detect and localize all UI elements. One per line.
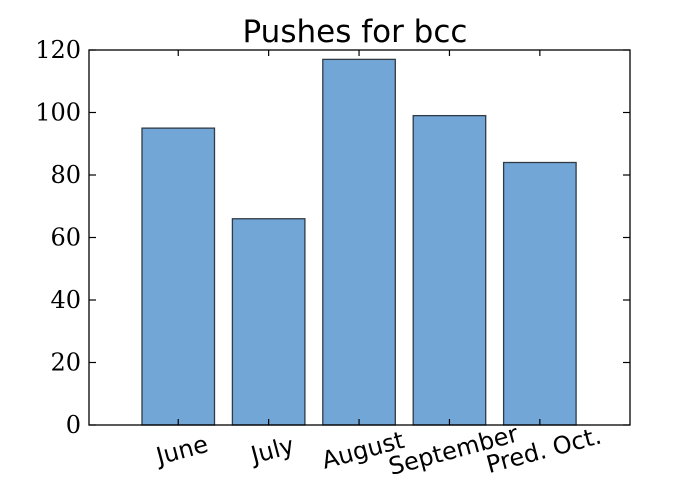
y-tick-label: 120: [35, 36, 81, 64]
bar-july: [231, 218, 306, 426]
axes-frame: [88, 49, 631, 426]
y-tick-label: 20: [50, 349, 81, 377]
y-tick-label: 60: [50, 224, 81, 252]
bar-june: [141, 127, 216, 426]
bar-august: [322, 58, 396, 426]
y-tick-label: 40: [50, 286, 81, 314]
y-tick-label: 100: [35, 99, 81, 127]
bar-pred-oct: [502, 161, 577, 426]
chart-title: Pushes for bcc: [243, 14, 468, 50]
y-tick-label: 0: [66, 411, 81, 439]
bars-group: [141, 58, 577, 426]
x-tick-label: June: [151, 430, 211, 471]
x-tick-label: July: [246, 431, 297, 470]
bar-september: [412, 114, 487, 426]
y-tick-label: 80: [50, 161, 81, 189]
